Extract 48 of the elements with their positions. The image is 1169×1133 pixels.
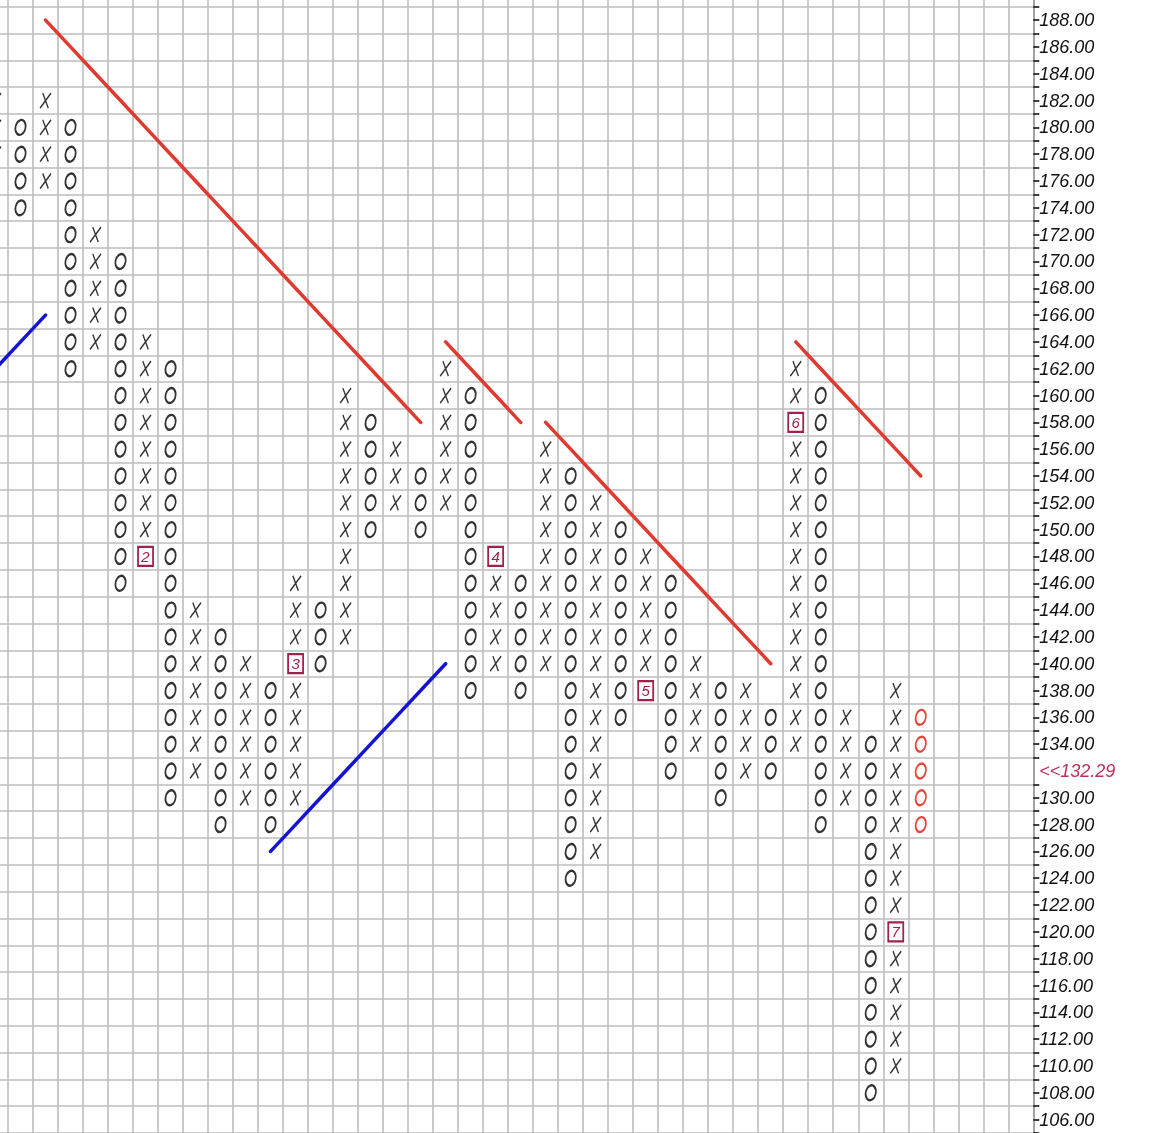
y-tick-label: 144.00 bbox=[1039, 600, 1095, 621]
y-tick-label: 150.00 bbox=[1039, 519, 1095, 540]
y-tick-label: 140.00 bbox=[1039, 653, 1095, 674]
y-tick-label: 186.00 bbox=[1039, 36, 1095, 57]
y-tick-label: 180.00 bbox=[1039, 117, 1095, 138]
series-label: 7 bbox=[891, 923, 901, 941]
y-tick-label: 136.00 bbox=[1039, 707, 1095, 728]
series-label: 5 bbox=[641, 682, 651, 700]
y-tick-label: 118.00 bbox=[1039, 948, 1094, 969]
y-tick-label: 174.00 bbox=[1039, 197, 1095, 218]
y-tick-label: 188.00 bbox=[1039, 10, 1095, 31]
y-tick-label: 158.00 bbox=[1039, 412, 1095, 433]
y-tick-label: 110.00 bbox=[1039, 1055, 1094, 1076]
y-tick-label: 154.00 bbox=[1039, 465, 1095, 486]
y-tick-label: 162.00 bbox=[1039, 358, 1095, 379]
series-label: 6 bbox=[791, 413, 801, 431]
y-tick-label: 128.00 bbox=[1039, 814, 1095, 835]
y-tick-label: 152.00 bbox=[1039, 492, 1095, 513]
y-tick-label: 148.00 bbox=[1039, 546, 1095, 567]
y-tick-label: 122.00 bbox=[1039, 895, 1095, 916]
y-tick-label: 184.00 bbox=[1039, 63, 1095, 84]
series-label: 3 bbox=[291, 655, 301, 673]
y-tick-label: 170.00 bbox=[1039, 251, 1095, 272]
y-tick-label: 160.00 bbox=[1039, 385, 1095, 406]
y-tick-label: 156.00 bbox=[1039, 439, 1095, 460]
y-tick-label: 182.00 bbox=[1039, 90, 1095, 111]
y-tick-label: 120.00 bbox=[1039, 921, 1095, 942]
y-tick-label: 124.00 bbox=[1039, 868, 1095, 889]
y-tick-label: 116.00 bbox=[1039, 975, 1094, 996]
y-tick-label: 134.00 bbox=[1039, 734, 1095, 755]
y-tick-label: 108.00 bbox=[1039, 1082, 1095, 1103]
series-label: 4 bbox=[491, 547, 501, 565]
y-tick-label: 106.00 bbox=[1039, 1109, 1095, 1130]
y-tick-label: 178.00 bbox=[1039, 144, 1095, 165]
y-tick-label: 166.00 bbox=[1039, 305, 1095, 326]
text: <<132.29 bbox=[1039, 760, 1116, 781]
y-tick-label: 130.00 bbox=[1039, 787, 1095, 808]
y-tick-label: 142.00 bbox=[1039, 626, 1095, 647]
y-tick-label: 112.00 bbox=[1039, 1029, 1094, 1050]
y-tick-label: 176.00 bbox=[1039, 171, 1095, 192]
y-tick-label: 146.00 bbox=[1039, 573, 1095, 594]
y-tick-label: 138.00 bbox=[1039, 680, 1095, 701]
y-tick-label: 126.00 bbox=[1039, 841, 1095, 862]
y-tick-label: 172.00 bbox=[1039, 224, 1095, 245]
series-label: 2 bbox=[140, 547, 151, 565]
y-tick-label: 168.00 bbox=[1039, 278, 1095, 299]
y-tick-label: 164.00 bbox=[1039, 331, 1095, 352]
y-tick-label: 114.00 bbox=[1039, 1002, 1094, 1023]
